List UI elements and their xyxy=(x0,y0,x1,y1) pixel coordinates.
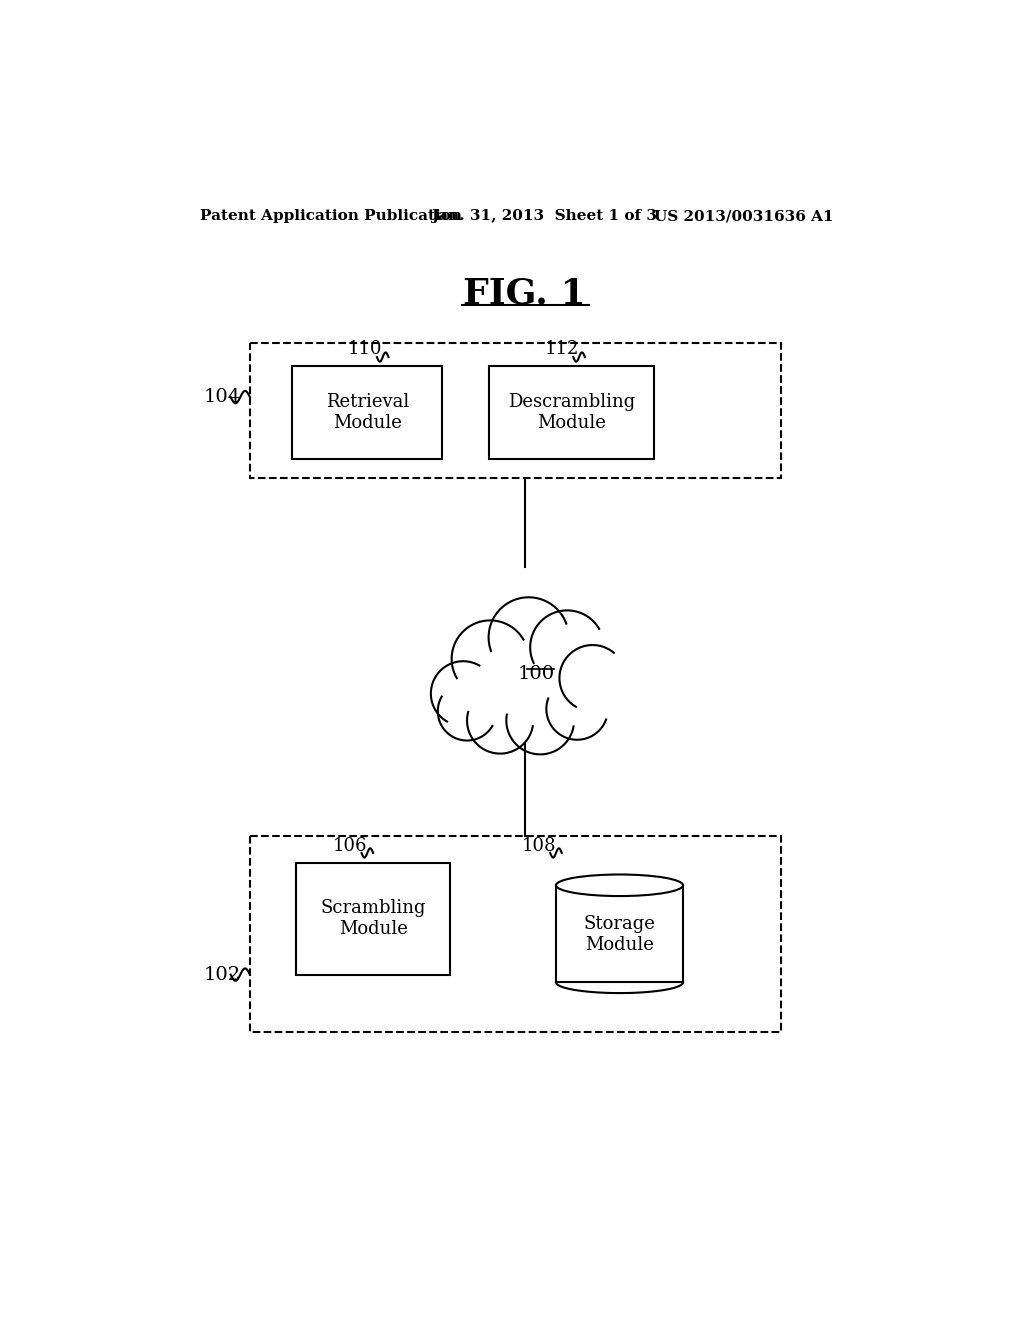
Text: Jan. 31, 2013  Sheet 1 of 3: Jan. 31, 2013 Sheet 1 of 3 xyxy=(431,209,656,223)
Text: 104: 104 xyxy=(204,388,241,407)
Text: Descrambling
Module: Descrambling Module xyxy=(508,393,635,432)
Text: Storage
Module: Storage Module xyxy=(584,915,655,954)
Text: 108: 108 xyxy=(521,837,556,855)
Text: 110: 110 xyxy=(348,341,383,358)
Text: 102: 102 xyxy=(204,966,241,983)
Text: Retrieval
Module: Retrieval Module xyxy=(326,393,409,432)
Text: 106: 106 xyxy=(333,837,368,855)
Text: FIG. 1: FIG. 1 xyxy=(464,276,586,310)
Text: 100: 100 xyxy=(518,665,555,684)
Text: 112: 112 xyxy=(545,341,579,358)
Text: Scrambling
Module: Scrambling Module xyxy=(321,899,426,939)
Text: Patent Application Publication: Patent Application Publication xyxy=(200,209,462,223)
Text: US 2013/0031636 A1: US 2013/0031636 A1 xyxy=(654,209,834,223)
